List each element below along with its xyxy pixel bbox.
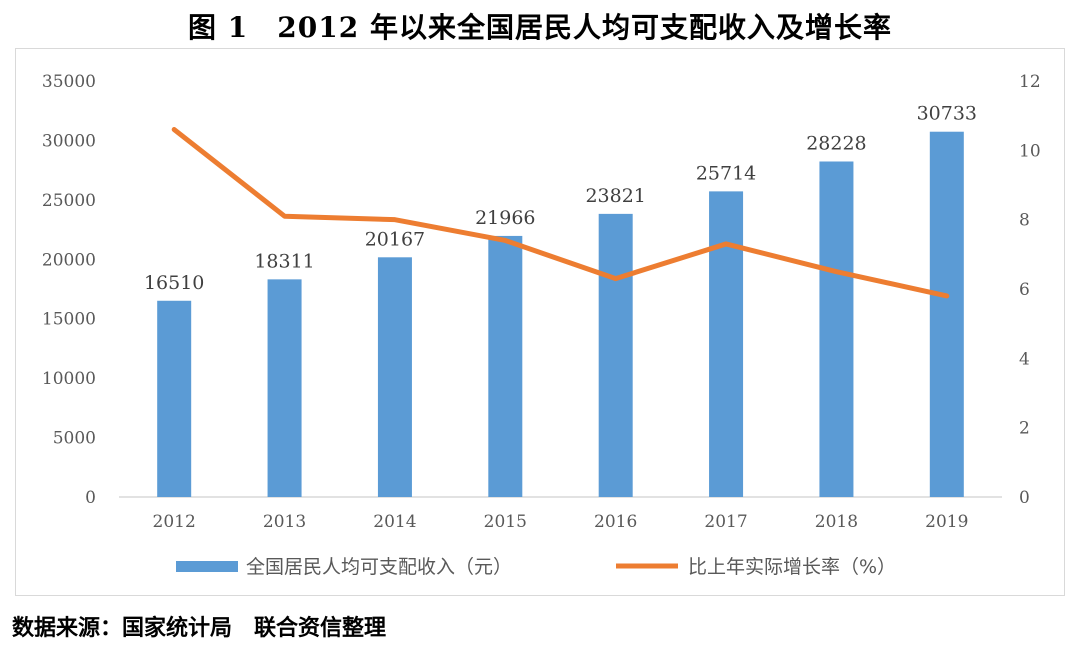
bar-value-label: 28228 [806,132,866,154]
bar-2016 [598,213,633,497]
right-tick-label: 6 [1019,280,1030,300]
bar-value-label: 21966 [475,207,535,229]
chart-title: 图 1 2012 年以来全国居民人均可支配收入及增长率 [188,11,892,44]
x-tick-label: 2016 [594,512,637,532]
bar-2014 [377,257,412,497]
right-tick-label: 2 [1019,419,1030,439]
bar-2013 [267,279,302,497]
right-tick-label: 0 [1019,488,1030,508]
right-tick-label: 8 [1019,211,1030,231]
bar-value-label: 23821 [585,185,645,207]
x-tick-label: 2019 [925,512,968,532]
x-tick-label: 2018 [815,512,858,532]
bar-value-label: 18311 [254,250,314,272]
bar-2012 [157,300,192,497]
legend: 全国居民人均可支配收入（元） 比上年实际增长率（%） [176,556,896,578]
bar-2015 [488,235,523,497]
x-tick-label: 2017 [704,512,747,532]
bar-value-label: 30733 [917,103,977,125]
right-tick-label: 12 [1019,72,1041,92]
left-tick-label: 10000 [42,369,96,389]
bar-2019 [929,131,964,497]
left-axis: 0 5000 10000 15000 20000 25000 30000 35000 [42,72,96,508]
right-tick-label: 4 [1019,349,1030,369]
left-tick-label: 20000 [42,250,96,270]
growth-rate-line [171,127,950,299]
left-tick-label: 5000 [53,429,96,449]
legend-bar-swatch [176,561,238,572]
bar-2018 [819,161,854,497]
legend-bar-label: 全国居民人均可支配收入（元） [246,556,512,578]
x-tick-label: 2014 [373,512,416,532]
x-axis: 2012 2013 2014 2015 2016 2017 2018 2019 [153,512,969,532]
chart-area: 0 5000 10000 15000 20000 25000 30000 35000 0 2 4 6… [15,48,1065,596]
x-tick-label: 2013 [263,512,306,532]
left-tick-label: 15000 [42,310,96,330]
right-tick-label: 10 [1019,141,1041,161]
combo-chart: 0 5000 10000 15000 20000 25000 30000 35000 0 2 4 6… [42,72,1041,578]
x-tick-label: 2015 [484,512,527,532]
bar-value-label: 16510 [144,272,204,294]
bar-series [157,131,964,498]
left-tick-label: 35000 [42,72,96,92]
legend-line-label: 比上年实际增长率（%） [688,556,896,578]
right-axis: 0 2 4 6 8 10 12 [1019,72,1041,508]
bar-value-label: 25714 [696,162,756,184]
left-tick-label: 0 [85,488,96,508]
bar-value-label: 20167 [365,228,425,250]
bar-2017 [709,191,744,498]
left-tick-label: 25000 [42,191,96,211]
left-tick-label: 30000 [42,131,96,151]
x-tick-label: 2012 [153,512,196,532]
bar-data-labels: 16510 18311 20167 21966 23821 25714 28228 30733 [144,103,977,294]
data-source-note: 数据来源：国家统计局 联合资信整理 [12,615,387,641]
